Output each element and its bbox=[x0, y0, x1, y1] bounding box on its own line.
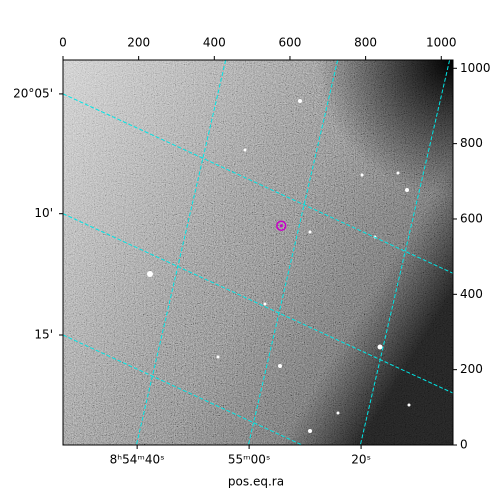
right-tick-label: 800 bbox=[460, 136, 483, 150]
left-tick-label: 10' bbox=[34, 206, 53, 220]
grid-line bbox=[63, 93, 453, 274]
right-tick-label: 400 bbox=[460, 287, 483, 301]
bottom-tick-label: 20ˢ bbox=[351, 453, 371, 467]
grid-line bbox=[247, 60, 339, 445]
bottom-tick-label: 8ʰ54ᵐ40ˢ bbox=[110, 453, 165, 467]
top-tick-label: 200 bbox=[127, 36, 150, 50]
left-tick-label: 20°05' bbox=[13, 86, 53, 100]
marker-dot bbox=[279, 224, 283, 228]
grid-line bbox=[135, 60, 227, 445]
frame bbox=[62, 59, 454, 446]
left-tick-label: 15' bbox=[34, 328, 53, 342]
right-tick-label: 0 bbox=[460, 438, 468, 452]
right-tick-label: 600 bbox=[460, 211, 483, 225]
right-tick-label: 1000 bbox=[460, 61, 491, 75]
marker bbox=[276, 220, 287, 232]
top-tick-label: 600 bbox=[279, 36, 302, 50]
top-tick-label: 800 bbox=[354, 36, 377, 50]
grid-line bbox=[63, 213, 453, 394]
bottom-tick-label: 55ᵐ00ˢ bbox=[228, 453, 271, 467]
top-tick-label: 400 bbox=[203, 36, 226, 50]
top-tick-label: 1000 bbox=[426, 36, 457, 50]
x-axis-label: pos.eq.ra bbox=[228, 475, 284, 489]
sky-image bbox=[63, 60, 453, 445]
top-tick-label: 0 bbox=[59, 36, 67, 50]
right-tick-label: 200 bbox=[460, 362, 483, 376]
grid-line bbox=[359, 60, 451, 445]
